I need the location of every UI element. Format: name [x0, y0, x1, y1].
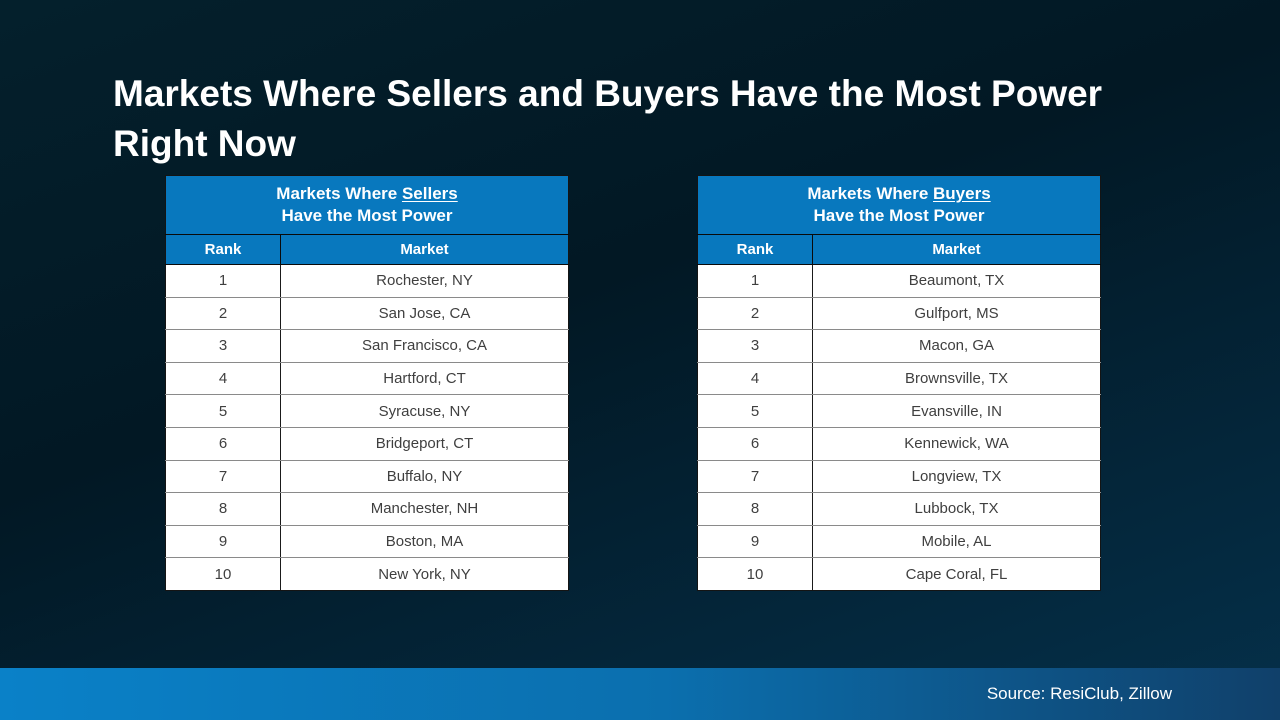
- cell-market: San Jose, CA: [280, 297, 569, 331]
- sellers-market-column-header: Market: [280, 234, 569, 265]
- sellers-title-emphasis: Sellers: [401, 184, 458, 203]
- cell-rank: 8: [165, 492, 281, 526]
- table-row: 8 Lubbock, TX: [697, 492, 1101, 526]
- cell-rank: 6: [165, 427, 281, 461]
- cell-rank: 3: [165, 329, 281, 363]
- sellers-title-line2: Have the Most Power: [281, 206, 453, 225]
- cell-market: Hartford, CT: [280, 362, 569, 396]
- table-row: 6 Kennewick, WA: [697, 427, 1101, 461]
- buyers-table: Markets Where Buyers Have the Most Power…: [697, 175, 1101, 591]
- sellers-table-body: 1 Rochester, NY 2 San Jose, CA 3 San Francisc…: [165, 264, 569, 591]
- cell-rank: 8: [697, 492, 813, 526]
- cell-market: Kennewick, WA: [812, 427, 1101, 461]
- table-row: 8 Manchester, NH: [165, 492, 569, 526]
- cell-market: Lubbock, TX: [812, 492, 1101, 526]
- cell-rank: 1: [165, 264, 281, 298]
- cell-market: New York, NY: [280, 557, 569, 591]
- sellers-rank-column-header: Rank: [165, 234, 281, 265]
- table-row: 2 Gulfport, MS: [697, 297, 1101, 331]
- table-row: 5 Syracuse, NY: [165, 394, 569, 428]
- cell-rank: 7: [697, 460, 813, 494]
- cell-market: Buffalo, NY: [280, 460, 569, 494]
- table-row: 9 Mobile, AL: [697, 525, 1101, 559]
- buyers-column-header-row: Rank Market: [697, 234, 1101, 265]
- table-row: 10 Cape Coral, FL: [697, 557, 1101, 591]
- cell-market: Brownsville, TX: [812, 362, 1101, 396]
- cell-market: Evansville, IN: [812, 394, 1101, 428]
- cell-market: Mobile, AL: [812, 525, 1101, 559]
- table-row: 6 Bridgeport, CT: [165, 427, 569, 461]
- table-row: 2 San Jose, CA: [165, 297, 569, 331]
- cell-rank: 1: [697, 264, 813, 298]
- cell-rank: 2: [165, 297, 281, 331]
- footer-band: Source: ResiClub, Zillow: [0, 668, 1280, 720]
- cell-market: Syracuse, NY: [280, 394, 569, 428]
- buyers-title-prefix: Markets Where: [807, 184, 934, 203]
- buyers-table-title-row: Markets Where Buyers Have the Most Power: [697, 175, 1101, 235]
- slide-title: Markets Where Sellers and Buyers Have th…: [113, 72, 1103, 164]
- sellers-table-container: Markets Where Sellers Have the Most Powe…: [165, 175, 569, 591]
- cell-market: Bridgeport, CT: [280, 427, 569, 461]
- cell-rank: 5: [697, 394, 813, 428]
- cell-rank: 4: [165, 362, 281, 396]
- buyers-rank-column-header: Rank: [697, 234, 813, 265]
- cell-rank: 10: [165, 557, 281, 591]
- cell-market: Manchester, NH: [280, 492, 569, 526]
- table-row: 4 Hartford, CT: [165, 362, 569, 396]
- cell-rank: 2: [697, 297, 813, 331]
- table-row: 1 Beaumont, TX: [697, 264, 1101, 298]
- table-row: 10 New York, NY: [165, 557, 569, 591]
- cell-rank: 7: [165, 460, 281, 494]
- cell-market: Macon, GA: [812, 329, 1101, 363]
- table-row: 3 San Francisco, CA: [165, 329, 569, 363]
- buyers-market-column-header: Market: [812, 234, 1101, 265]
- buyers-table-title: Markets Where Buyers Have the Most Power: [697, 175, 1101, 235]
- cell-rank: 9: [165, 525, 281, 559]
- buyers-title-line2: Have the Most Power: [813, 206, 985, 225]
- cell-market: Longview, TX: [812, 460, 1101, 494]
- sellers-table-title: Markets Where Sellers Have the Most Powe…: [165, 175, 569, 235]
- buyers-table-body: 1 Beaumont, TX 2 Gulfport, MS 3 Macon, GA 4 Bro…: [697, 264, 1101, 591]
- sellers-table: Markets Where Sellers Have the Most Powe…: [165, 175, 569, 591]
- table-row: 7 Longview, TX: [697, 460, 1101, 494]
- cell-rank: 3: [697, 329, 813, 363]
- cell-rank: 6: [697, 427, 813, 461]
- cell-market: Rochester, NY: [280, 264, 569, 298]
- source-attribution: Source: ResiClub, Zillow: [986, 684, 1172, 703]
- table-row: 9 Boston, MA: [165, 525, 569, 559]
- table-row: 5 Evansville, IN: [697, 394, 1101, 428]
- table-row: 7 Buffalo, NY: [165, 460, 569, 494]
- cell-market: Boston, MA: [280, 525, 569, 559]
- cell-rank: 9: [697, 525, 813, 559]
- cell-rank: 4: [697, 362, 813, 396]
- cell-rank: 5: [165, 394, 281, 428]
- table-row: 1 Rochester, NY: [165, 264, 569, 298]
- cell-market: San Francisco, CA: [280, 329, 569, 363]
- cell-rank: 10: [697, 557, 813, 591]
- sellers-column-header-row: Rank Market: [165, 234, 569, 265]
- cell-market: Gulfport, MS: [812, 297, 1101, 331]
- table-row: 3 Macon, GA: [697, 329, 1101, 363]
- sellers-table-title-row: Markets Where Sellers Have the Most Powe…: [165, 175, 569, 235]
- sellers-title-prefix: Markets Where: [276, 184, 402, 203]
- cell-market: Beaumont, TX: [812, 264, 1101, 298]
- cell-market: Cape Coral, FL: [812, 557, 1101, 591]
- buyers-table-container: Markets Where Buyers Have the Most Power…: [697, 175, 1101, 591]
- table-row: 4 Brownsville, TX: [697, 362, 1101, 396]
- buyers-title-emphasis: Buyers: [933, 184, 991, 203]
